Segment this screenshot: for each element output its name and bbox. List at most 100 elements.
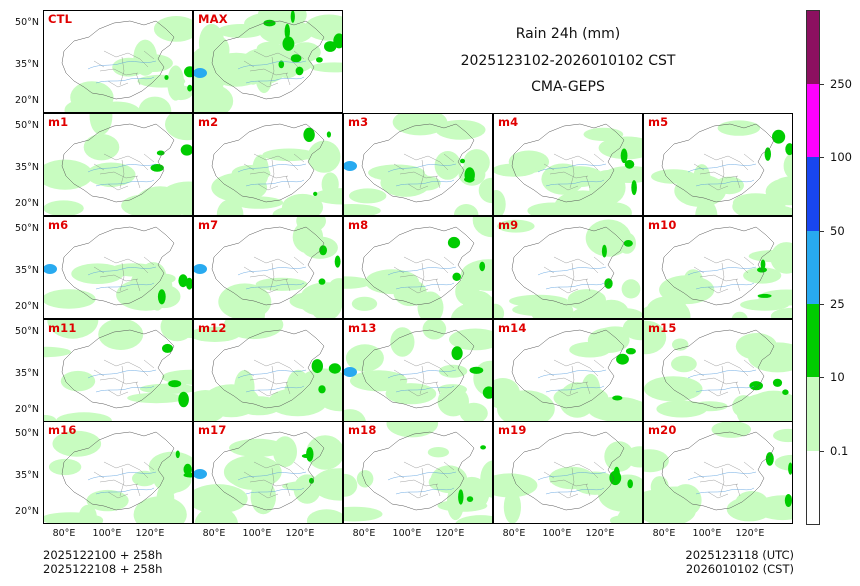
country-border <box>511 226 625 306</box>
panel-label: m19 <box>498 423 527 437</box>
rain-area-light <box>503 490 521 523</box>
rain-area-medium <box>311 359 323 374</box>
rain-area-light <box>438 364 468 378</box>
rain-area-light <box>272 206 316 215</box>
rain-area-light <box>86 489 129 512</box>
panel-ctl: CTL <box>43 10 193 113</box>
precip-map <box>211 123 342 215</box>
rain-area-light <box>95 171 126 188</box>
panel-m12: m12 <box>193 319 343 422</box>
country-border <box>661 329 775 409</box>
rain-area-medium <box>625 348 636 355</box>
precip-map <box>194 11 342 112</box>
rain-area-medium <box>772 378 783 387</box>
precip-map <box>44 114 192 215</box>
rain-area-light <box>127 392 186 404</box>
lat-tick-label: 50°N <box>15 120 39 131</box>
country-border <box>61 123 175 203</box>
country-border <box>511 123 625 203</box>
panel-label: m9 <box>498 218 519 232</box>
rain-area-medium <box>447 236 461 249</box>
precip-map <box>494 219 642 318</box>
rain-area-medium <box>458 489 464 505</box>
lat-tick-label: 20°N <box>15 95 39 106</box>
panel-m18: m18 <box>343 421 493 524</box>
rain-area-medium <box>178 391 189 408</box>
rain-area-light <box>255 277 308 291</box>
province-borders <box>93 461 155 499</box>
province-borders <box>543 359 605 397</box>
rain-area-medium <box>183 463 192 476</box>
chart-period: 2025123102-2026010102 CST <box>460 53 676 69</box>
chart-model: CMA-GEPS <box>531 79 605 95</box>
rivers <box>387 471 457 495</box>
province-borders <box>93 153 155 191</box>
panel-m3: m3 <box>343 113 493 216</box>
rain-area-medium <box>631 180 637 196</box>
rain-area-medium <box>757 267 767 273</box>
rivers <box>387 266 457 290</box>
panel-m2: m2 <box>193 113 343 216</box>
colorbar-level-label: 250 <box>830 77 852 91</box>
rain-area-light <box>386 422 439 438</box>
rain-area-light <box>48 458 82 476</box>
rain-area-light <box>194 326 241 342</box>
panel-label: m7 <box>198 218 219 232</box>
rain-area-light <box>711 422 752 438</box>
rivers <box>537 369 607 393</box>
rain-area-medium <box>749 381 763 391</box>
colorbar-segment <box>806 304 820 377</box>
rain-area-light <box>609 515 634 523</box>
panel-label: m13 <box>348 321 377 335</box>
lat-tick-label: 20°N <box>15 506 39 517</box>
province-borders <box>393 256 455 294</box>
precip-map <box>44 430 192 523</box>
rain-area-light <box>262 148 316 162</box>
precip-map <box>344 320 492 421</box>
rivers <box>87 60 157 84</box>
rain-area-light <box>310 62 342 73</box>
precip-map <box>44 226 192 311</box>
precip-map <box>494 320 642 421</box>
panel-m8: m8 <box>343 216 493 319</box>
province-borders <box>243 256 305 294</box>
rain-area-light <box>449 328 492 351</box>
rain-area-light <box>311 468 342 501</box>
lon-tick-label: 100°E <box>92 528 122 539</box>
colorbar-level-label: 50 <box>830 224 845 238</box>
rain-area-light <box>695 200 718 215</box>
rain-area-light <box>717 120 761 136</box>
rain-area-medium <box>324 41 337 52</box>
rain-area-medium <box>451 346 463 361</box>
precip-map <box>644 226 792 318</box>
country-border <box>61 226 175 306</box>
rain-area-heavy <box>344 367 357 377</box>
country-border <box>211 20 325 100</box>
rain-area-medium <box>328 363 341 374</box>
rain-area-light <box>392 114 448 136</box>
rain-area-medium <box>482 386 492 399</box>
colorbar-tick <box>820 304 824 305</box>
panel-m15: m15 <box>643 319 793 422</box>
rain-area-medium <box>785 143 792 156</box>
rain-area-light <box>44 200 84 215</box>
rain-area-light <box>44 159 93 190</box>
province-borders <box>543 461 605 499</box>
panel-m17: m17 <box>193 421 343 524</box>
rain-area-light <box>427 447 449 458</box>
rain-area-light <box>300 282 342 310</box>
valid-time-utc: 2025123118 (UTC) <box>685 548 794 562</box>
lat-tick-label: 35°N <box>15 368 39 379</box>
panel-m9: m9 <box>493 216 643 319</box>
rain-area-heavy <box>44 264 57 274</box>
province-borders <box>243 50 305 88</box>
rain-area-light <box>168 85 192 101</box>
province-borders <box>543 153 605 191</box>
panel-max: MAX <box>193 10 343 113</box>
lat-tick-label: 20°N <box>15 301 39 312</box>
rain-area-light <box>726 497 772 522</box>
precip-map <box>344 114 492 215</box>
rivers <box>87 163 157 187</box>
rain-area-light <box>656 400 707 418</box>
rain-area-light <box>229 438 287 457</box>
